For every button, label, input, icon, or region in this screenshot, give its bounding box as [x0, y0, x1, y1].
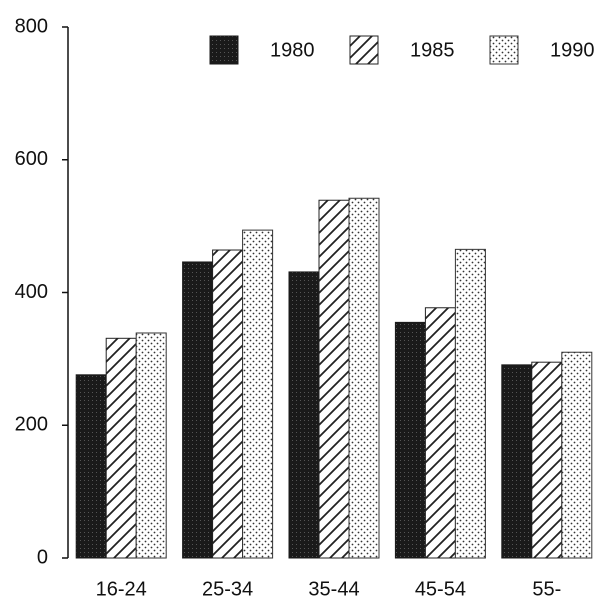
x-tick-label: 35-44 [308, 578, 359, 600]
y-tick-label: 200 [15, 414, 48, 436]
x-tick-label: 16-24 [96, 578, 147, 600]
bar [561, 351, 593, 559]
bar [424, 307, 456, 559]
legend-label: 1980 [270, 39, 315, 61]
legend-swatch [349, 35, 379, 65]
legend-label: 1985 [410, 39, 455, 61]
y-tick-label: 800 [15, 15, 48, 37]
x-tick-label: 55- [532, 578, 561, 600]
bar [531, 361, 563, 559]
bar [454, 248, 486, 559]
legend-swatch [209, 35, 239, 65]
bar [105, 337, 137, 559]
bar [212, 249, 244, 559]
bar [242, 229, 274, 559]
bar [75, 374, 107, 559]
bar [501, 364, 533, 559]
bar [182, 261, 214, 559]
bar [394, 321, 426, 559]
y-tick-label: 600 [15, 148, 48, 170]
x-tick-label: 25-34 [202, 578, 253, 600]
bar [348, 197, 380, 559]
bar [288, 271, 320, 559]
y-tick-label: 400 [15, 281, 48, 303]
bar [135, 332, 167, 559]
x-tick-label: 45-54 [415, 578, 466, 600]
y-tick-label: 0 [37, 546, 48, 568]
legend-swatch [489, 35, 519, 65]
legend-label: 1990 [550, 39, 595, 61]
bar [318, 199, 350, 559]
